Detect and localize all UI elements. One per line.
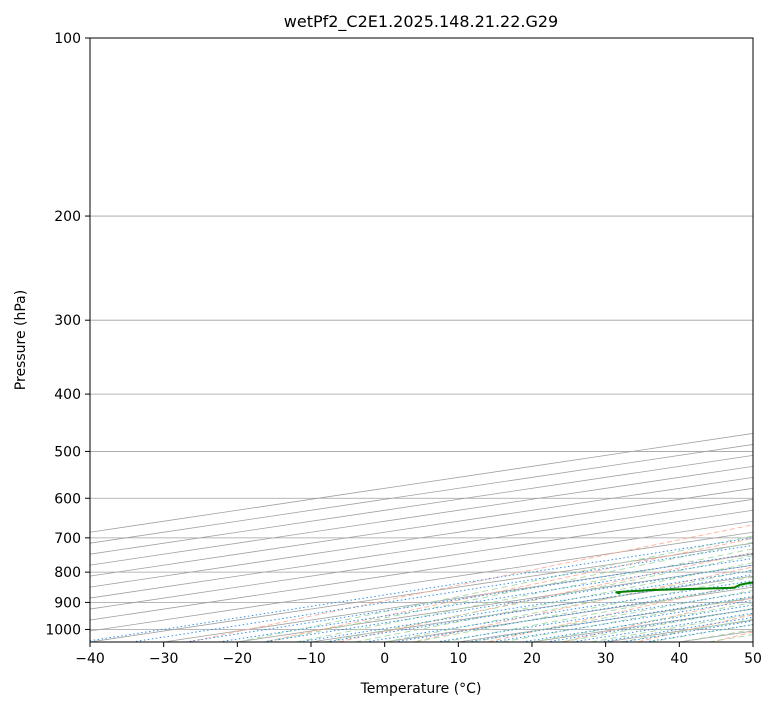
dry-adiabat-line	[487, 581, 753, 642]
mixing-ratio-line	[467, 596, 753, 642]
x-tick-label: 0	[380, 651, 389, 667]
y-tick-label: 300	[54, 313, 81, 329]
y-tick-label: 400	[54, 387, 81, 403]
x-tick-label: −30	[149, 651, 179, 667]
isotherm-line	[90, 509, 753, 610]
y-tick-label: 500	[54, 444, 81, 460]
mixing-ratio-line	[131, 544, 753, 642]
x-tick-label: −10	[296, 651, 326, 667]
axes: −40 −30 −20 −10 0 10 20 30 40 50 100 200 300 400 500 60…	[45, 31, 762, 667]
x-tick-label: 40	[670, 651, 688, 667]
y-tick-label: 1000	[45, 622, 81, 638]
isotherm-line	[90, 520, 753, 621]
y-tick-label: 600	[54, 491, 81, 507]
x-tick-label: 20	[523, 651, 541, 667]
y-tick-label: 100	[54, 31, 81, 47]
y-tick-label: 200	[54, 209, 81, 225]
isotherm-line	[90, 444, 753, 544]
background-lines: 0.10.20.40.611.52346810131620253036	[90, 38, 753, 642]
mixing-ratio-line	[90, 537, 753, 642]
isotherm-line	[90, 465, 753, 566]
dry-adiabat-line	[188, 524, 753, 642]
mixing-ratio-line	[492, 599, 753, 642]
isotherm-line	[90, 487, 753, 588]
moist-adiabat-line	[384, 569, 753, 642]
dry-adiabat-line	[263, 537, 753, 642]
x-axis-label: Temperature (°C)	[360, 681, 482, 697]
x-tick-label: 10	[449, 651, 467, 667]
moist-adiabat-line	[414, 576, 753, 642]
isotherm-line	[90, 476, 753, 577]
moist-adiabat-line	[325, 555, 753, 642]
chart-title: wetPf2_C2E1.2025.148.21.22.G29	[284, 12, 558, 32]
isotherm-line	[90, 454, 753, 555]
x-tick-label: 30	[597, 651, 615, 667]
plot-frame	[89, 37, 754, 643]
y-tick-label: 800	[54, 565, 81, 581]
x-tick-label: 50	[744, 651, 762, 667]
x-tick-label: −20	[223, 651, 253, 667]
mixing-ratio-line	[218, 558, 753, 642]
isotherm-line	[90, 498, 753, 599]
mixing-ratio-line	[546, 608, 753, 642]
x-tick-label: −40	[75, 651, 105, 667]
y-tick-label: 700	[54, 531, 81, 547]
mixing-ratio-line	[572, 612, 753, 642]
moist-adiabat-line	[296, 548, 753, 642]
isotherm-line	[90, 531, 753, 632]
y-axis-label: Pressure (hPa)	[13, 290, 29, 390]
dry-adiabat-line	[338, 551, 753, 642]
y-tick-label: 900	[54, 595, 81, 611]
mixing-ratio-line	[522, 604, 753, 642]
